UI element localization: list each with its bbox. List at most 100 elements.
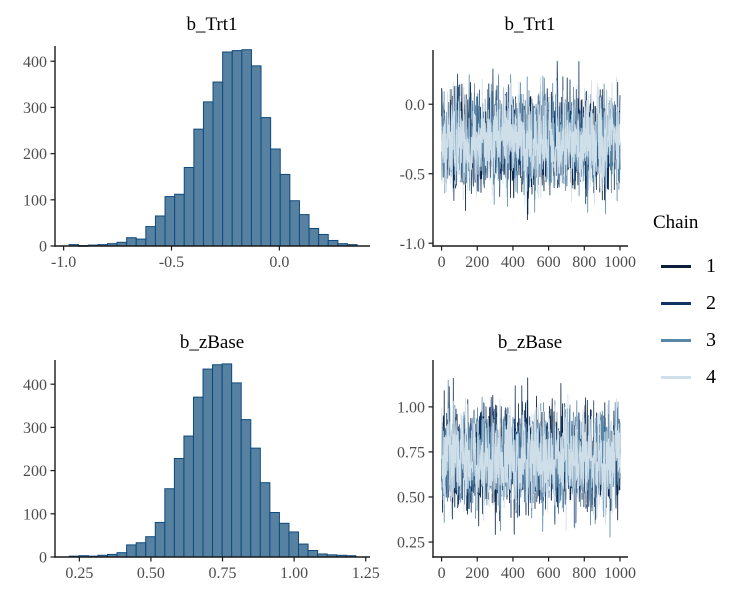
legend-label-chain-1: 1 [706, 255, 716, 277]
histogram-bar [241, 49, 252, 247]
chain-legend: Chain 1 2 3 4 [653, 212, 716, 396]
x-tick-label: 0.75 [209, 565, 237, 582]
histogram-bar [202, 368, 214, 558]
legend-title: Chain [653, 212, 699, 233]
histogram-bar [308, 227, 320, 247]
x-tick-label: 0 [438, 254, 446, 271]
histogram-bars [68, 49, 358, 247]
x-tick-label: 600 [537, 254, 561, 271]
y-tick-label: 300 [23, 100, 47, 117]
histogram-bar [279, 173, 291, 247]
legend-item-chain-1: 1 [653, 248, 716, 285]
panel-title-hist-b-trt1: b_Trt1 [186, 14, 238, 35]
histogram-bar [173, 458, 185, 558]
histogram-bar [126, 237, 137, 247]
histogram-bar [126, 544, 137, 558]
axes: 0.25 0.50 0.75 1.00 1.25 0 100 200 300 400 [23, 360, 380, 582]
histogram-bar [164, 488, 175, 558]
histogram-bar [202, 101, 214, 247]
histogram-bar [135, 238, 147, 247]
x-tick-label: 200 [465, 254, 489, 271]
x-tick-label: 400 [501, 565, 525, 582]
histogram-bar [145, 226, 156, 247]
x-tick-label: 0.0 [269, 254, 289, 271]
histogram-bar [212, 364, 223, 558]
y-tick-label: 300 [23, 420, 47, 437]
y-tick-label: 0 [39, 550, 47, 567]
x-tick-label: 400 [501, 254, 525, 271]
y-tick-label: -0.5 [400, 166, 425, 183]
x-tick-label: -0.5 [159, 254, 184, 271]
histogram-bar [183, 435, 194, 558]
y-tick-label: 200 [23, 463, 47, 480]
histogram-bar [164, 196, 176, 247]
histogram-bar [221, 363, 233, 558]
panel-trace-b_Trt1: 0 200 400 600 800 1000 0.0 -0.5 -1.0 [400, 50, 636, 271]
y-tick-label: 400 [23, 54, 47, 71]
legend-item-chain-4: 4 [653, 359, 716, 396]
x-tick-label: 1000 [604, 254, 636, 271]
histogram-bar [259, 482, 271, 558]
histogram-bar [298, 543, 309, 558]
legend-label-chain-3: 3 [706, 329, 716, 351]
x-tick-label: 0 [438, 565, 446, 582]
histogram-bar [307, 550, 319, 558]
x-tick-label: 0.25 [65, 565, 93, 582]
y-tick-label: 0.0 [405, 97, 425, 114]
x-tick-label: 200 [465, 565, 489, 582]
histogram-bar [154, 215, 166, 247]
histogram-bar [231, 382, 242, 558]
histogram-bar [135, 542, 147, 558]
y-tick-label: 0 [39, 239, 47, 256]
histogram-bar [278, 522, 290, 558]
x-tick-label: 800 [572, 254, 596, 271]
trace-lines [441, 377, 621, 538]
legend-item-chain-2: 2 [653, 285, 716, 322]
x-tick-label: -1.0 [51, 254, 76, 271]
histogram-bar [174, 193, 185, 247]
x-tick-label: 1.25 [352, 565, 380, 582]
legend-label-chain-2: 2 [706, 292, 716, 314]
axes: -1.0 -0.5 0.0 0 100 200 300 400 [23, 46, 370, 271]
panel-title-trace-b-trt1: b_Trt1 [504, 14, 556, 35]
chain-2-line-swatch-icon [661, 302, 691, 305]
histogram-bar [222, 51, 233, 247]
chain-3-line-swatch-icon [661, 339, 691, 342]
y-tick-label: 200 [23, 146, 47, 163]
panel-title-trace-b-zbase: b_zBase [497, 332, 563, 353]
x-tick-label: 600 [537, 565, 561, 582]
x-tick-label: 1.00 [280, 565, 308, 582]
histogram-bar [289, 200, 300, 247]
histogram-bar [250, 65, 262, 247]
x-tick-label: 0.50 [137, 565, 165, 582]
y-tick-label: 0.50 [397, 490, 425, 507]
trace-lines [441, 60, 621, 221]
histogram-bar [193, 128, 204, 247]
panel-histogram-b_zBase: 0.25 0.50 0.75 1.00 1.25 0 100 200 300 400 [23, 360, 380, 582]
histogram-bar [154, 521, 166, 558]
histogram-bar [269, 512, 280, 558]
panel-histogram-b_Trt1: -1.0 -0.5 0.0 0 100 200 300 400 [23, 46, 370, 271]
x-tick-label: 1000 [604, 565, 636, 582]
histogram-bar [212, 81, 224, 247]
y-tick-label: 0.25 [397, 535, 425, 552]
trace-line-chain-4 [441, 393, 621, 531]
y-tick-label: -1.0 [400, 236, 425, 253]
histogram-bar [318, 233, 329, 247]
y-tick-label: 1.00 [397, 399, 425, 416]
x-tick-label: 800 [572, 565, 596, 582]
chain-4-line-swatch-icon [661, 376, 691, 379]
panel-title-hist-b-zbase: b_zBase [179, 332, 245, 353]
histogram-bar [298, 214, 310, 247]
y-tick-label: 0.75 [397, 445, 425, 462]
y-tick-label: 100 [23, 506, 47, 523]
y-tick-label: 100 [23, 192, 47, 209]
legend-item-chain-3: 3 [653, 322, 716, 359]
axes: 0 200 400 600 800 1000 0.0 -0.5 -1.0 [400, 50, 636, 271]
y-tick-label: 400 [23, 377, 47, 394]
axes: 0 200 400 600 800 1000 0.25 0.50 0.75 1.00 [397, 360, 636, 582]
histogram-bar [240, 419, 252, 558]
chain-1-line-swatch-icon [661, 265, 691, 268]
